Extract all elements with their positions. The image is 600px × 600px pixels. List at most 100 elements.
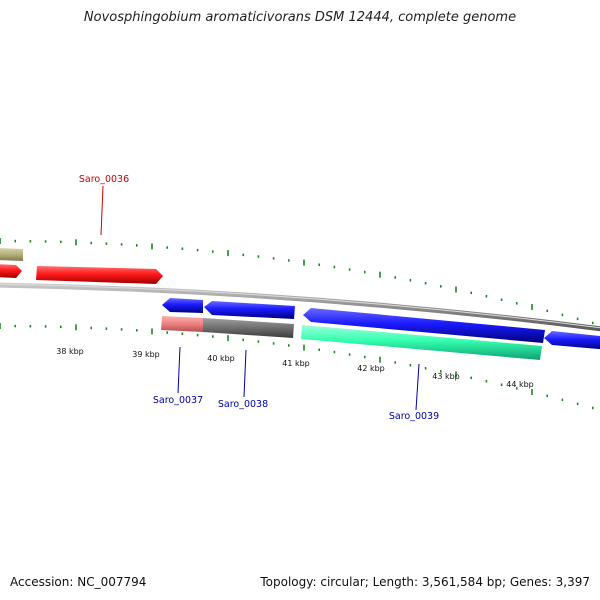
tick-inner-minor (470, 376, 472, 380)
gene-label-saro-0037[interactable]: Saro_0037 (153, 395, 203, 406)
tick-inner-minor (333, 350, 336, 354)
tick-outer-minor (105, 242, 108, 245)
gene-label-saro-0036[interactable]: Saro_0036 (79, 174, 129, 185)
gene-label-saro-0039[interactable]: Saro_0039 (389, 411, 439, 422)
gene-olive[interactable] (0, 248, 23, 261)
tick-outer-minor (242, 253, 244, 257)
leader-saro-0036 (100, 185, 104, 236)
tick-inner-minor (14, 324, 16, 328)
tick-outer-minor (257, 255, 260, 258)
tick-outer-major (531, 304, 533, 310)
tick-outer-minor (90, 241, 92, 245)
tick-outer-minor (181, 247, 184, 250)
tick-outer-minor (348, 268, 351, 271)
tick-outer-major (227, 250, 229, 257)
tick-inner-minor (440, 370, 442, 373)
tick-outer-minor (196, 248, 199, 252)
tick-outer-major (455, 286, 457, 293)
gene-saro-0039[interactable] (303, 308, 545, 343)
page-title: Novosphingobium aromaticivorans DSM 1244… (83, 10, 517, 25)
tick-outer-minor (212, 250, 214, 253)
tick-inner-major (303, 344, 305, 351)
tick-inner-minor (424, 367, 427, 370)
tick-outer-major (75, 239, 77, 246)
accession-text: Accession: NC_007794 (10, 575, 147, 589)
tick-outer-minor (470, 291, 472, 295)
tick-outer-minor (485, 295, 488, 298)
tick-label-43kbp: 43 kbp (432, 372, 460, 381)
tick-inner-minor (576, 402, 579, 406)
tick-inner-minor (120, 328, 123, 331)
tick-outer-minor (440, 285, 442, 288)
tick-inner-major (455, 371, 457, 378)
tick-outer-major (0, 238, 1, 244)
leader-saro-0038 (243, 349, 247, 398)
tick-outer-minor (166, 246, 168, 249)
tick-outer-major (303, 259, 305, 266)
tick-marks-outer (0, 238, 594, 325)
tick-outer-major (151, 243, 153, 250)
tick-inner-minor (394, 361, 396, 364)
tick-outer-minor (364, 270, 366, 274)
tick-outer-minor (333, 265, 336, 269)
tick-inner-minor (348, 353, 351, 356)
tick-inner-minor (485, 380, 488, 383)
tick-label-38kbp: 38 kbp (56, 347, 84, 356)
tick-inner-minor (212, 335, 214, 338)
tick-inner-minor (516, 387, 518, 390)
tick-label-42kbp: 42 kbp (357, 364, 385, 373)
tick-inner-minor (60, 325, 62, 329)
tick-inner-major (151, 328, 153, 335)
tick-outer-minor (318, 263, 320, 266)
tick-inner-minor (166, 331, 168, 334)
tick-inner-minor (90, 326, 92, 330)
tick-label-41kbp: 41 kbp (282, 359, 310, 368)
tick-outer-minor (576, 317, 579, 321)
tick-label-44kbp: 44 kbp (506, 380, 534, 389)
tick-outer-major (379, 271, 381, 278)
tick-outer-minor (60, 240, 62, 244)
gene-label-saro-0038[interactable]: Saro_0038 (218, 399, 268, 410)
tick-outer-minor (409, 279, 412, 282)
tick-inner-minor (29, 325, 32, 328)
gene-saro-0036[interactable] (36, 266, 163, 284)
tick-inner-minor (288, 344, 290, 347)
tick-inner-major (531, 389, 533, 395)
tick-inner-minor (44, 325, 47, 328)
tick-inner-minor (242, 338, 244, 342)
gene-product-pink (161, 316, 203, 332)
tick-inner-minor (272, 342, 275, 345)
tick-inner-minor (409, 364, 412, 367)
tick-inner-minor (136, 329, 138, 332)
tick-outer-minor (120, 243, 123, 246)
tick-outer-minor (272, 257, 275, 260)
gene-red-left[interactable] (0, 264, 22, 278)
leader-saro-0039 (415, 363, 420, 411)
tick-inner-major (75, 324, 77, 331)
tick-marks-inner (0, 323, 594, 410)
gene-product-teal (301, 325, 542, 360)
tick-outer-minor (288, 259, 290, 262)
tick-inner-minor (318, 348, 320, 351)
tick-outer-minor (29, 240, 32, 243)
gene-blue-right[interactable] (544, 331, 600, 350)
tick-label-39kbp: 39 kbp (132, 350, 160, 359)
tick-outer-minor (592, 321, 594, 325)
tick-inner-minor (196, 333, 199, 337)
tick-outer-minor (546, 309, 548, 313)
tick-inner-minor (561, 398, 564, 402)
tick-outer-minor (14, 239, 16, 243)
tick-outer-minor (500, 298, 503, 301)
tick-inner-minor (105, 327, 108, 330)
tick-inner-minor (500, 383, 503, 386)
tick-outer-minor (516, 302, 518, 305)
tick-inner-major (227, 335, 229, 342)
tick-inner-minor (181, 332, 184, 335)
gene-saro-0037[interactable] (162, 298, 203, 313)
tick-outer-minor (394, 276, 396, 279)
genome-summary-text: Topology: circular; Length: 3,561,584 bp… (260, 575, 590, 589)
gene-product-gray (203, 318, 294, 338)
gene-saro-0038[interactable] (204, 301, 295, 319)
tick-outer-minor (561, 313, 564, 317)
